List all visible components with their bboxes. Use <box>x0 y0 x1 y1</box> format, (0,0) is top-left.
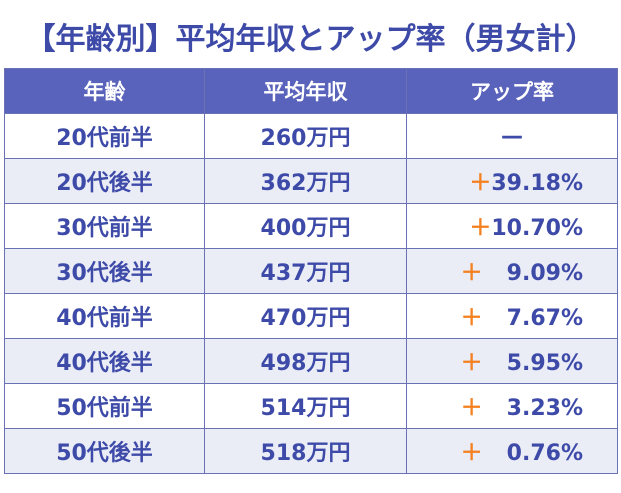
age-cell: 40代後半 <box>4 338 205 384</box>
page-title: 【年齢別】平均年収とアップ率（男女計） <box>25 22 596 57</box>
age-cell: 50代前半 <box>4 383 205 429</box>
rate-cell: ＋ 0.76% <box>406 428 618 474</box>
rate-value: 3.23% <box>506 396 583 421</box>
income-cell: 514万円 <box>204 383 407 429</box>
table-row: 50代後半 518万円 ＋ 0.76% <box>4 428 618 474</box>
age-cell: 30代前半 <box>4 203 205 249</box>
age-cell: 50代後半 <box>4 428 205 474</box>
header-income: 平均年収 <box>204 68 407 114</box>
table-row: 30代前半 400万円 ＋10.70% <box>4 203 618 249</box>
age-cell: 20代後半 <box>4 158 205 204</box>
plus-sign: ＋ <box>460 306 483 331</box>
rate-value: 9.09% <box>506 261 583 286</box>
rate-value: 10.70% <box>491 216 583 241</box>
rate-value: 0.76% <box>506 441 583 466</box>
income-cell: 470万円 <box>204 293 407 339</box>
rate-value: 5.95% <box>506 351 583 376</box>
plus-sign: ＋ <box>460 261 483 286</box>
table-row: 20代前半 260万円 — <box>4 113 618 159</box>
income-cell: 400万円 <box>204 203 407 249</box>
rate-cell: ＋ 5.95% <box>406 338 618 384</box>
rate-value: — <box>501 123 523 149</box>
income-table: 年齢 平均年収 アップ率 20代前半 260万円 — 20代後半 362万円 ＋… <box>4 68 618 474</box>
income-cell: 518万円 <box>204 428 407 474</box>
plus-sign: ＋ <box>460 351 483 376</box>
rate-cell: ＋39.18% <box>406 158 618 204</box>
plus-sign: ＋ <box>469 216 492 241</box>
plus-sign: ＋ <box>469 171 492 196</box>
plus-sign: ＋ <box>460 441 483 466</box>
rate-cell: — <box>406 113 618 159</box>
income-cell: 437万円 <box>204 248 407 294</box>
header-age: 年齢 <box>4 68 205 114</box>
table-row: 40代前半 470万円 ＋ 7.67% <box>4 293 618 339</box>
rate-cell: ＋ 3.23% <box>406 383 618 429</box>
table-row: 40代後半 498万円 ＋ 5.95% <box>4 338 618 384</box>
income-cell: 260万円 <box>204 113 407 159</box>
rate-value: 39.18% <box>491 171 583 196</box>
income-cell: 362万円 <box>204 158 407 204</box>
rate-value: 7.67% <box>506 306 583 331</box>
rate-cell: ＋ 7.67% <box>406 293 618 339</box>
age-cell: 20代前半 <box>4 113 205 159</box>
age-cell: 40代前半 <box>4 293 205 339</box>
income-cell: 498万円 <box>204 338 407 384</box>
header-rate: アップ率 <box>406 68 618 114</box>
table-row: 20代後半 362万円 ＋39.18% <box>4 158 618 204</box>
table-row: 30代後半 437万円 ＋ 9.09% <box>4 248 618 294</box>
age-cell: 30代後半 <box>4 248 205 294</box>
plus-sign: ＋ <box>460 396 483 421</box>
rate-cell: ＋10.70% <box>406 203 618 249</box>
table-row: 50代前半 514万円 ＋ 3.23% <box>4 383 618 429</box>
table-header-row: 年齢 平均年収 アップ率 <box>4 68 618 114</box>
rate-cell: ＋ 9.09% <box>406 248 618 294</box>
